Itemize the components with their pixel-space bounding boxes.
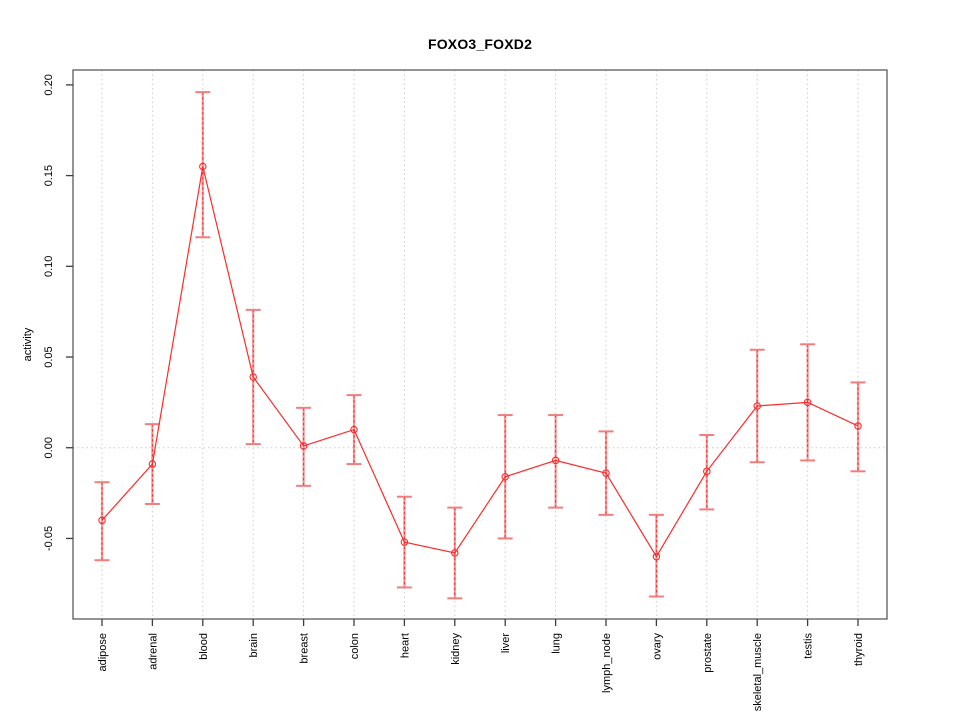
x-tick-label: lymph_node — [601, 633, 613, 693]
data-point — [803, 398, 812, 407]
data-point — [602, 469, 610, 477]
data-point — [451, 549, 459, 557]
data-point — [98, 516, 106, 525]
data-point — [199, 162, 207, 171]
chart-title: FOXO3_FOXD2 — [427, 36, 533, 52]
x-tick-label: skeletal_muscle — [752, 633, 764, 711]
x-tick-label: testis — [803, 633, 815, 659]
y-tick-label: 0.20 — [43, 74, 55, 95]
series-line — [101, 166, 859, 558]
y-tick-label: 0.00 — [43, 437, 55, 458]
y-tick-label: 0.05 — [43, 346, 55, 367]
x-tick-label: heart — [399, 633, 411, 658]
y-axis-label: activity — [22, 327, 34, 361]
x-tick-label: adrenal — [147, 633, 159, 670]
data-point — [350, 425, 358, 434]
x-tick-label: lung — [551, 633, 563, 654]
x-tick-label: prostate — [702, 633, 714, 673]
data-point — [400, 538, 409, 546]
data-point — [652, 552, 661, 561]
x-tick-label: brain — [248, 633, 260, 657]
data-point — [753, 402, 761, 410]
x-tick-label: colon — [349, 633, 361, 659]
x-tick-label: liver — [500, 633, 512, 654]
y-tick-label: -0.05 — [43, 526, 55, 551]
data-point — [148, 460, 157, 468]
x-tick-label: thyroid — [853, 633, 865, 666]
data-point — [703, 467, 711, 476]
x-tick-label: breast — [299, 633, 311, 664]
data-point — [501, 473, 509, 481]
y-tick-label: 0.15 — [43, 165, 55, 186]
data-point — [299, 442, 308, 450]
data-point — [551, 456, 560, 465]
data-point — [854, 422, 862, 430]
data-point — [249, 373, 257, 381]
plot-box — [72, 69, 888, 620]
y-tick-label: 0.10 — [43, 256, 55, 277]
x-tick-label: blood — [198, 633, 210, 660]
x-tick-label: ovary — [651, 633, 663, 660]
x-tick-label: adipose — [97, 633, 109, 672]
x-tick-label: kidney — [450, 633, 462, 665]
